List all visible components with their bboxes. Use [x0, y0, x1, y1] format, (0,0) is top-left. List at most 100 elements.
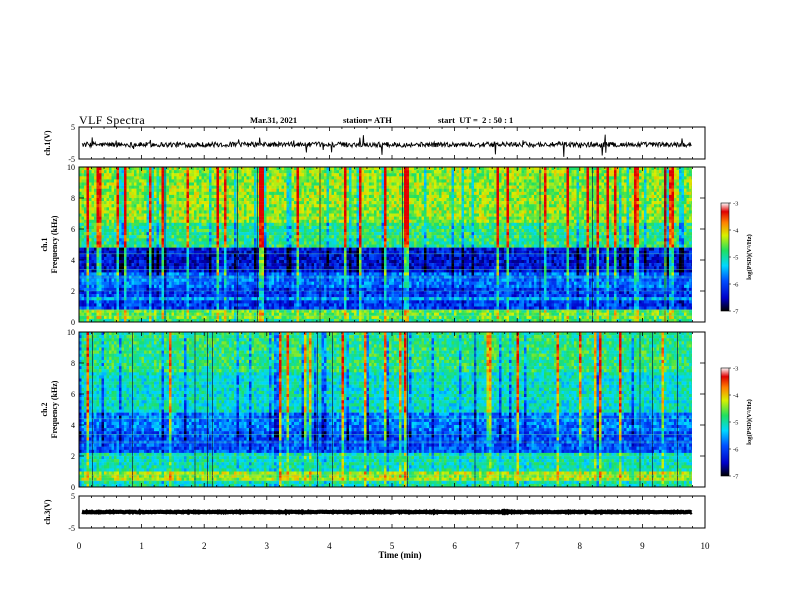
spectrogram-cell: [139, 186, 142, 189]
spectrogram-cell: [247, 207, 250, 210]
spectrogram-cell: [242, 179, 245, 182]
spectrogram-cell: [114, 176, 117, 179]
spectrogram-cell: [169, 226, 172, 229]
spectrogram-cell: [102, 291, 105, 294]
spectrogram-cell: [217, 260, 220, 263]
spectrogram-cell: [207, 241, 210, 244]
spectrogram-cell: [94, 248, 97, 251]
spectrogram-cell: [97, 257, 100, 260]
spectrogram-cell: [162, 198, 165, 201]
spectrogram-cell: [92, 195, 95, 198]
spectrogram-cell: [152, 316, 155, 319]
spectrogram-cell: [197, 195, 200, 198]
spectrogram-cell: [192, 248, 195, 251]
spectrogram-cell: [107, 173, 110, 176]
spectrogram-cell: [184, 189, 187, 192]
spectrogram-cell: [104, 210, 107, 213]
spectrogram-cell: [137, 195, 140, 198]
spectrogram-cell: [84, 254, 87, 257]
spectrogram-cell: [114, 316, 117, 319]
spectrogram-cell: [247, 192, 250, 195]
spectrogram-cell: [197, 263, 200, 266]
spectrogram-cell: [234, 263, 237, 266]
spectrogram-cell: [239, 257, 242, 260]
spectrogram-cell: [147, 192, 150, 195]
spectrogram-cell: [194, 300, 197, 303]
spectrogram-cell: [194, 220, 197, 223]
spectrogram-cell: [247, 201, 250, 204]
spectrogram-cell: [217, 186, 220, 189]
spectrogram-cell: [142, 223, 145, 226]
spectrogram-cell: [192, 279, 195, 282]
spectrogram-cell: [232, 269, 235, 272]
spectrogram-cell: [84, 217, 87, 220]
spectrogram-cell: [169, 179, 172, 182]
spectrogram-cell: [247, 229, 250, 232]
spectrogram-cell: [244, 189, 247, 192]
spectrogram-cell: [187, 189, 190, 192]
spectrogram-cell: [84, 316, 87, 319]
spectrogram-cell: [172, 226, 175, 229]
spectrogram-cell: [204, 279, 207, 282]
spectrogram-cell: [119, 186, 122, 189]
spectrogram-cell: [149, 223, 152, 226]
spectrogram-cell: [84, 285, 87, 288]
spectrogram-cell: [189, 316, 192, 319]
spectrogram-cell: [147, 260, 150, 263]
spectrogram-cell: [244, 282, 247, 285]
spectrogram-cell: [144, 210, 147, 213]
spectrogram-cell: [212, 217, 215, 220]
spectrogram-cell: [229, 192, 232, 195]
spectrogram-cell: [182, 195, 185, 198]
spectrogram-cell: [224, 183, 227, 186]
spectrogram-cell: [84, 179, 87, 182]
spectrogram-cell: [92, 248, 95, 251]
spectrogram-cell: [214, 241, 217, 244]
spectrogram-cell: [224, 204, 227, 207]
spectrogram-cell: [107, 279, 110, 282]
spectrogram-cell: [99, 248, 102, 251]
spectrogram-cell: [179, 272, 182, 275]
spectrogram-cell: [209, 291, 212, 294]
spectrogram-cell: [217, 316, 220, 319]
spectrogram-cell: [184, 229, 187, 232]
spectrogram-cell: [214, 235, 217, 238]
spectrogram-cell: [197, 183, 200, 186]
spectrogram-cell: [117, 179, 120, 182]
spectrogram-cell: [162, 294, 165, 297]
spectrogram-cell: [137, 254, 140, 257]
spectrogram-cell: [187, 248, 190, 251]
spectrogram-cell: [97, 220, 100, 223]
spectrogram-cell: [89, 316, 92, 319]
spectrogram-cell: [149, 254, 152, 257]
spectrogram-cell: [177, 272, 180, 275]
spectrogram-cell: [179, 229, 182, 232]
spectrogram-cell: [99, 297, 102, 300]
spectrogram-cell: [232, 179, 235, 182]
spectrogram-cell: [167, 248, 170, 251]
spectrogram-cell: [217, 195, 220, 198]
spectrogram-cell: [174, 316, 177, 319]
spectrogram-cell: [239, 214, 242, 217]
spectrogram-cell: [154, 260, 157, 263]
spectrogram-cell: [92, 307, 95, 310]
spectrogram-cell: [244, 186, 247, 189]
spectrogram-cell: [219, 300, 222, 303]
spectrogram-cell: [242, 186, 245, 189]
spectrogram-cell: [89, 297, 92, 300]
spectrogram-cell: [147, 316, 150, 319]
spectrogram-cell: [84, 263, 87, 266]
spectrogram-cell: [232, 176, 235, 179]
spectrogram-cell: [219, 245, 222, 248]
spectrogram-cell: [177, 207, 180, 210]
spectrogram-cell: [102, 170, 105, 173]
spectrogram-cell: [124, 204, 127, 207]
spectrogram-cell: [244, 241, 247, 244]
spectrogram-cell: [212, 179, 215, 182]
spectrogram-cell: [224, 291, 227, 294]
spectrogram-cell: [157, 217, 160, 220]
spectrogram-cell: [82, 303, 85, 306]
spectrogram-cell: [127, 269, 130, 272]
spectrogram-cell: [192, 217, 195, 220]
spectrogram-cell: [199, 201, 202, 204]
